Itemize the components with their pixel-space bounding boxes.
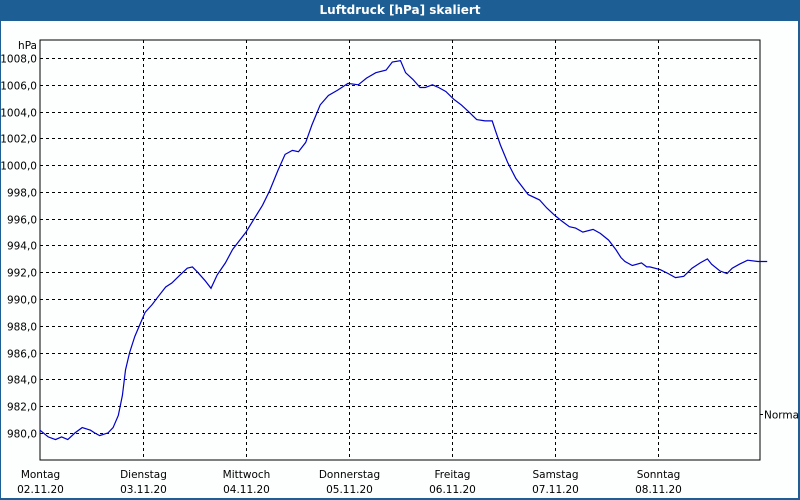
pressure-series-line xyxy=(39,60,768,441)
y-axis-unit-label: hPa xyxy=(18,40,37,52)
x-tick-date: 07.11.20 xyxy=(532,484,579,496)
grid-lines xyxy=(40,40,760,460)
y-tick-label: 992,0 xyxy=(7,268,37,280)
y-tick-label: 988,0 xyxy=(7,322,37,334)
x-tick-date: 02.11.20 xyxy=(17,484,64,496)
x-axis-ticks: Montag 02.11.20 Dienstag 03.11.20 Mittwoch 04… xyxy=(17,469,682,496)
y-tick-label: 990,0 xyxy=(7,295,37,307)
normal-label: Normal xyxy=(764,410,800,422)
y-tick-label: 1006,0 xyxy=(0,81,37,93)
x-tick-day: Mittwoch xyxy=(223,469,271,481)
y-tick-label: 982,0 xyxy=(7,402,37,414)
chart-title: Luftdruck [hPa] skaliert xyxy=(0,0,800,21)
x-tick-day: Donnerstag xyxy=(319,469,380,481)
chart-panel xyxy=(1,21,798,498)
y-axis-ticks: 980,0 982,0 984,0 986,0 988,0 990,0 992,0 994,0… xyxy=(0,54,37,441)
x-tick-date: 08.11.20 xyxy=(635,484,682,496)
x-tick-day: Samstag xyxy=(532,469,578,481)
plot-frame xyxy=(39,39,761,461)
x-tick-day: Montag xyxy=(21,469,60,481)
y-tick-label: 986,0 xyxy=(7,349,37,361)
x-tick-day: Freitag xyxy=(435,469,471,481)
y-tick-label: 980,0 xyxy=(7,429,37,441)
y-tick-label: 994,0 xyxy=(7,241,37,253)
x-tick-day: Dienstag xyxy=(120,469,167,481)
x-tick-date: 06.11.20 xyxy=(429,484,476,496)
y-tick-label: 984,0 xyxy=(7,375,37,387)
y-tick-label: 1000,0 xyxy=(0,161,37,173)
y-tick-label: 998,0 xyxy=(7,188,37,200)
x-tick-day: Sonntag xyxy=(637,469,681,481)
x-tick-date: 04.11.20 xyxy=(223,484,270,496)
y-tick-label: 1002,0 xyxy=(0,134,37,146)
normal-reference-marker: Normal xyxy=(760,410,800,422)
y-tick-label: 1008,0 xyxy=(0,54,37,66)
y-tick-label: 1004,0 xyxy=(0,108,37,120)
x-tick-date: 05.11.20 xyxy=(326,484,373,496)
x-tick-date: 03.11.20 xyxy=(120,484,167,496)
y-tick-label: 996,0 xyxy=(7,215,37,227)
